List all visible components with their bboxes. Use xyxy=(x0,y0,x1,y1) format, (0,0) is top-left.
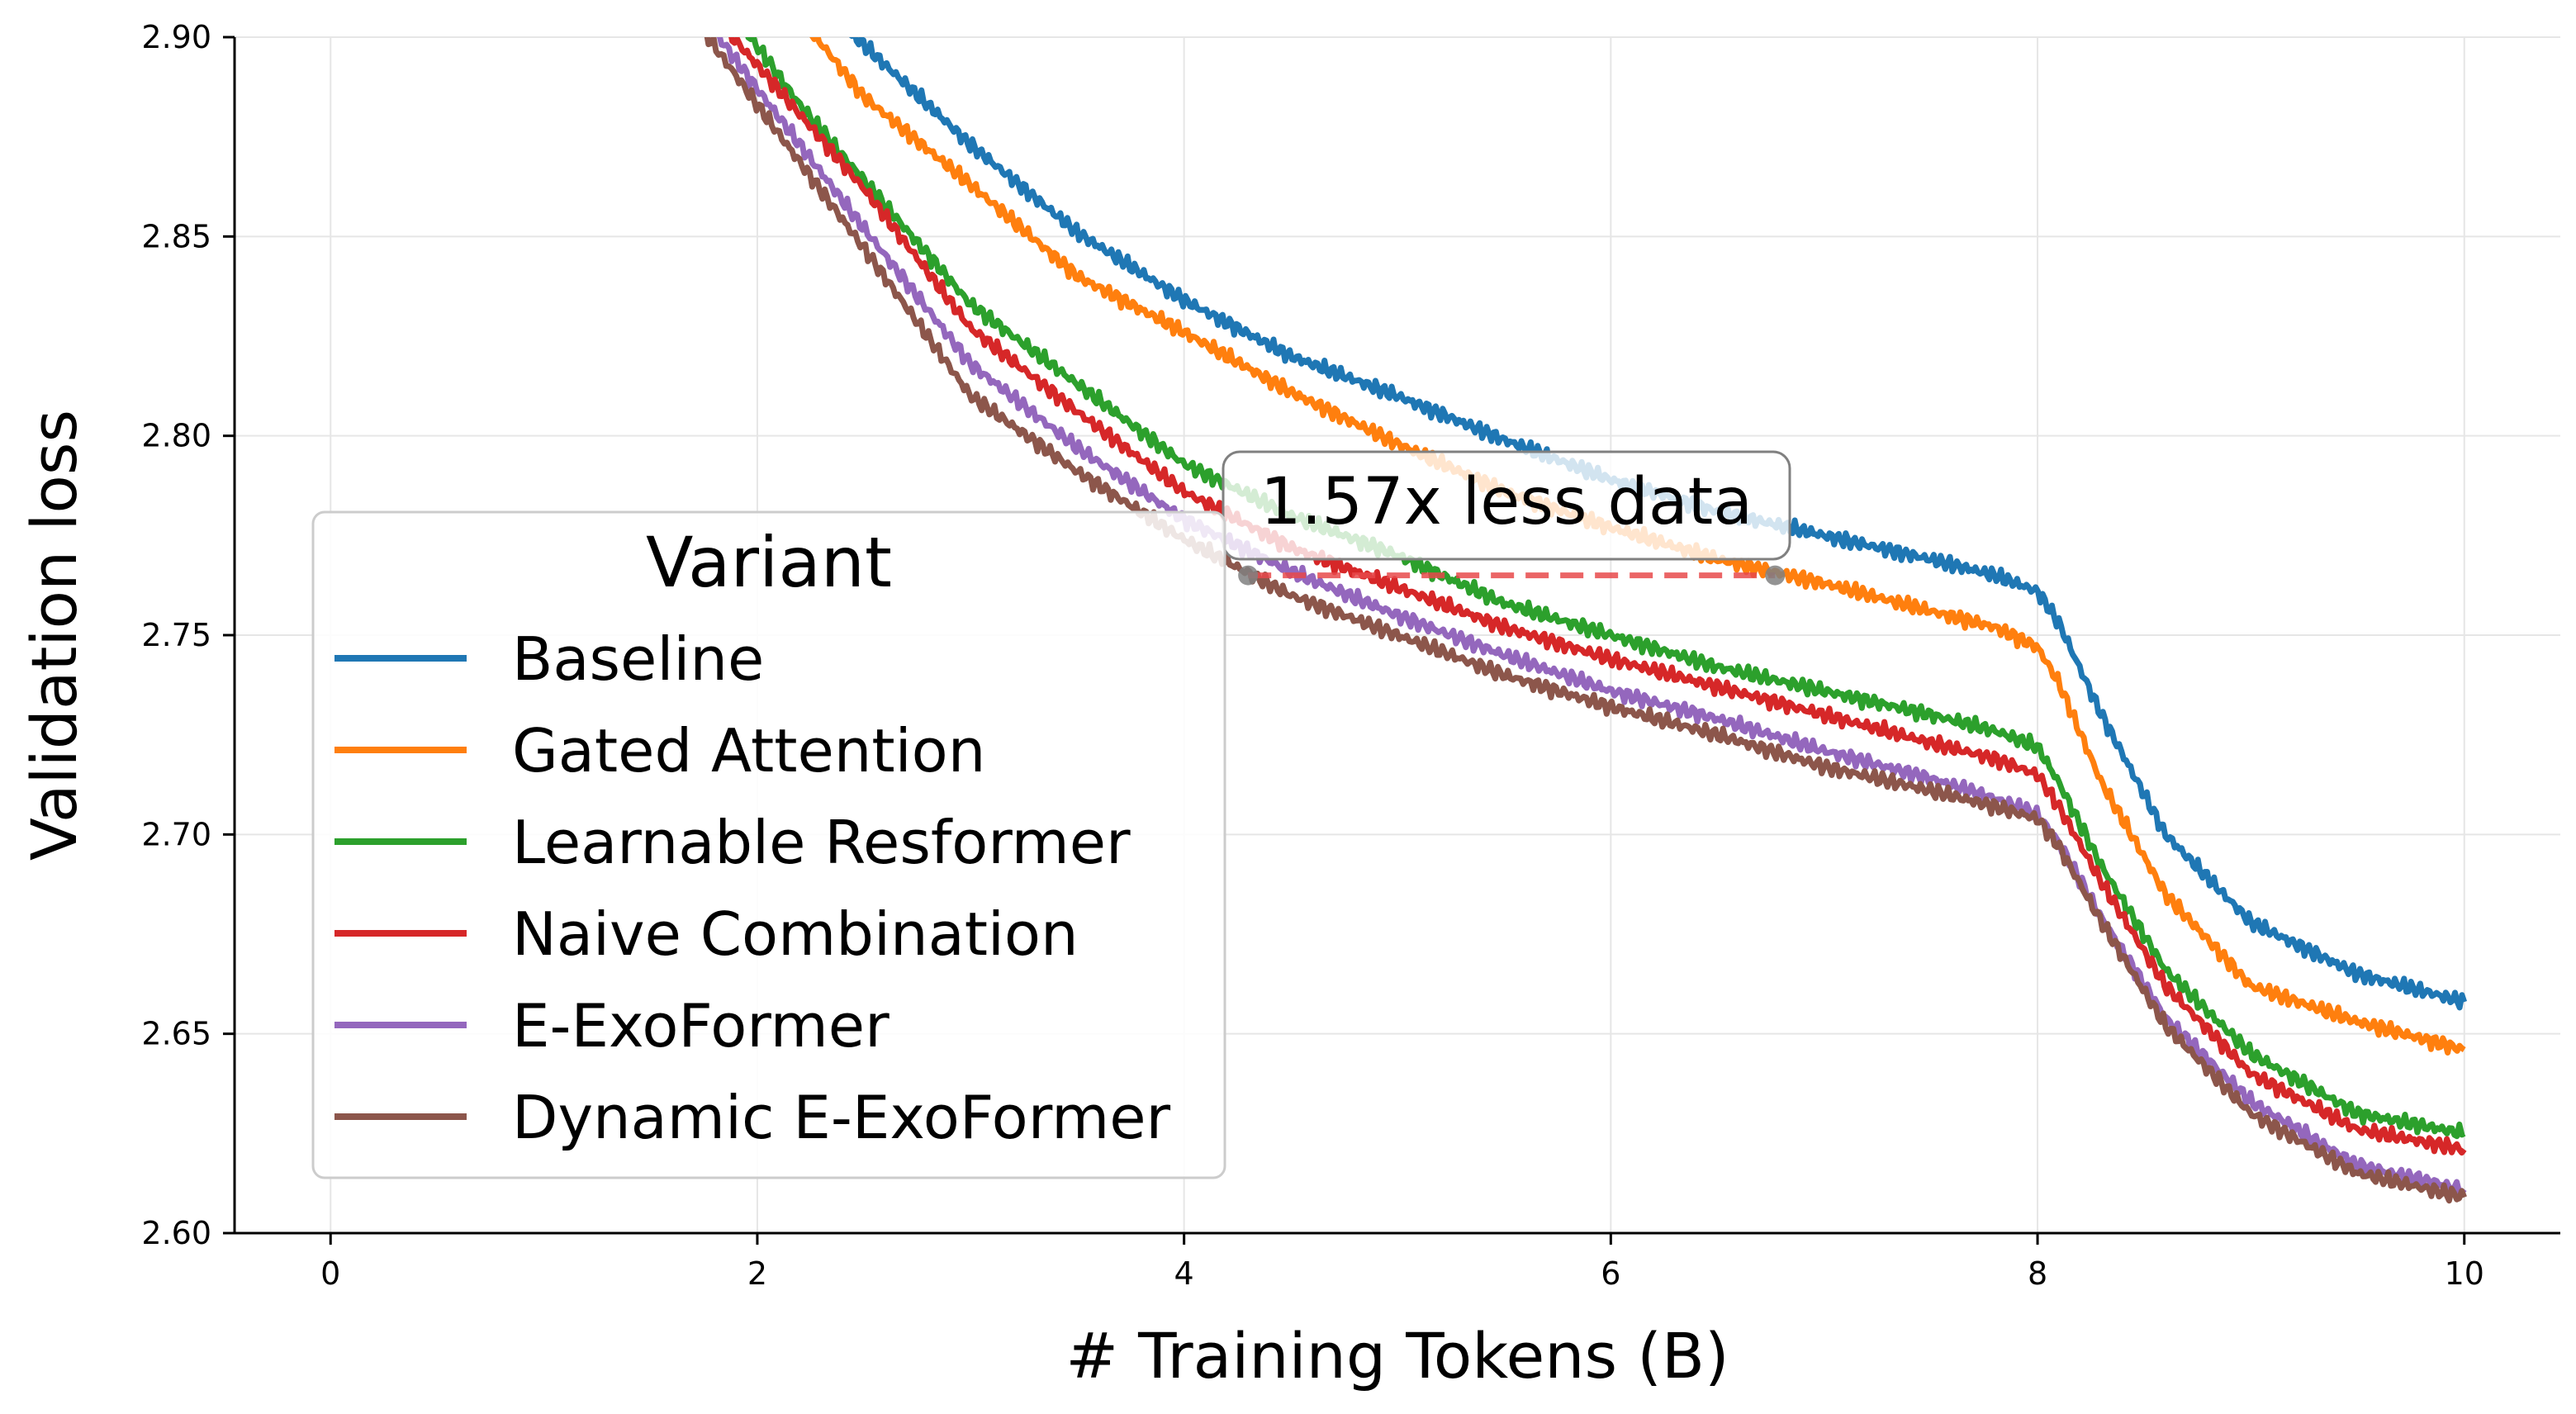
series-line xyxy=(728,37,2467,1156)
legend-box xyxy=(311,510,1226,1179)
legend-label: Learnable Resformer xyxy=(512,808,1131,877)
series-line xyxy=(716,37,2467,1196)
x-tick-label: 4 xyxy=(1174,1255,1194,1292)
legend-label: Dynamic E-ExoFormer xyxy=(512,1083,1170,1152)
annotation-label: 1.57x less data xyxy=(1260,465,1753,539)
annotation-end-marker xyxy=(1765,565,1786,586)
y-ticks: 2.60 2.65 2.70 2.75 2.80 2.85 2.90 xyxy=(141,19,235,1251)
legend-label: Baseline xyxy=(512,624,764,694)
y-tick-label: 2.80 xyxy=(141,418,211,454)
x-tick-label: 8 xyxy=(2028,1255,2047,1292)
legend-items: Baseline Gated Attention Learnable Resform… xyxy=(334,624,1170,1152)
legend-title: Variant xyxy=(646,522,892,603)
x-ticks: 0 2 4 6 8 10 xyxy=(320,1233,2484,1292)
legend-label: E-ExoFormer xyxy=(512,991,890,1060)
legend-label: Naive Combination xyxy=(512,899,1079,969)
x-tick-label: 0 xyxy=(320,1255,340,1292)
x-axis-label: # Training Tokens (B) xyxy=(1065,1319,1729,1393)
y-tick-label: 2.70 xyxy=(141,816,211,852)
y-tick-label: 2.90 xyxy=(141,19,211,55)
x-tick-label: 6 xyxy=(1601,1255,1620,1292)
legend: Variant Baseline Gated Attention Learnable… xyxy=(311,510,1226,1179)
legend-label: Gated Attention xyxy=(512,716,985,785)
y-axis-label: Validation loss xyxy=(17,410,91,861)
y-tick-label: 2.65 xyxy=(141,1016,211,1052)
annotation: 1.57x less data xyxy=(1222,450,1791,586)
x-tick-label: 2 xyxy=(747,1255,767,1292)
series-line xyxy=(745,37,2466,1140)
y-tick-label: 2.75 xyxy=(141,617,211,653)
y-tick-label: 2.60 xyxy=(141,1215,211,1251)
x-tick-label: 10 xyxy=(2445,1255,2484,1292)
annotation-box xyxy=(1222,450,1791,561)
annotation-start-marker xyxy=(1238,565,1259,586)
series-line xyxy=(704,37,2467,1204)
y-tick-label: 2.85 xyxy=(141,218,211,254)
